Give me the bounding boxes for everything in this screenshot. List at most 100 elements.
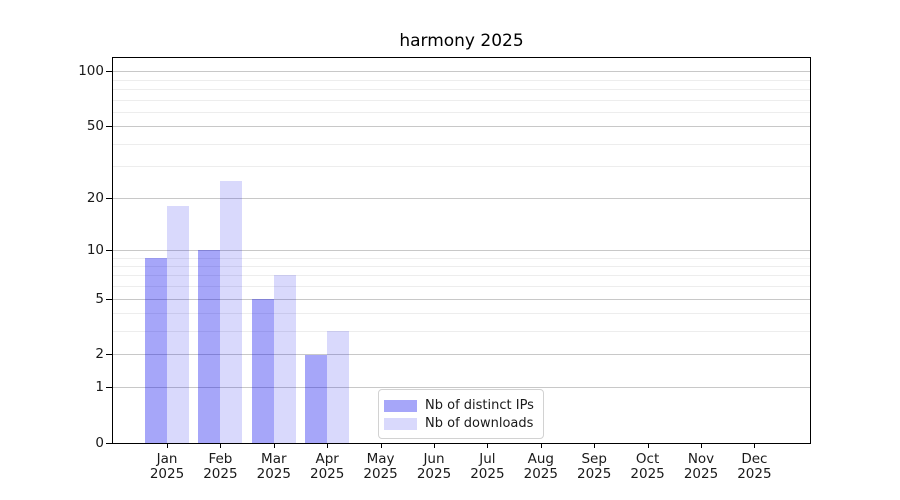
- y-tick-label: 0: [95, 435, 104, 451]
- x-tick-year: 2025: [630, 465, 665, 482]
- x-tick-month: Jan: [156, 451, 178, 467]
- y-tick-mark: [106, 354, 112, 356]
- x-tick-mark: [594, 443, 596, 448]
- x-tick-mark: [647, 443, 649, 448]
- gridlines-layer: [113, 58, 810, 443]
- x-tick-month: Apr: [315, 451, 339, 467]
- x-tick-year: 2025: [363, 465, 398, 482]
- x-tick-label: Jan 2025: [135, 452, 199, 481]
- plot-area: [112, 57, 811, 444]
- gridline-minor: [113, 257, 810, 259]
- x-tick-year: 2025: [310, 465, 345, 482]
- x-tick-label: Sep 2025: [562, 452, 626, 481]
- x-tick-mark: [434, 443, 435, 448]
- x-tick-month: Dec: [741, 451, 768, 467]
- gridline-minor: [113, 88, 810, 90]
- x-tick-year: 2025: [577, 465, 612, 482]
- x-tick-year: 2025: [149, 465, 185, 482]
- bar-distinct-ips-mar: [251, 298, 274, 443]
- x-tick-month: Nov: [687, 451, 715, 467]
- y-tick-label: 5: [95, 290, 104, 307]
- x-tick-mark: [380, 443, 382, 448]
- y-tick-label: 100: [78, 63, 104, 80]
- x-tick-label: Nov 2025: [669, 452, 733, 481]
- y-tick-label: 20: [86, 189, 104, 206]
- x-tick-month: Jul: [479, 451, 496, 467]
- y-tick-mark: [106, 126, 112, 128]
- y-tick-mark: [106, 298, 112, 300]
- bar-downloads-mar: [273, 275, 296, 443]
- legend-item-downloads: Nb of downloads: [384, 415, 535, 432]
- bar-distinct-ips-apr: [305, 354, 328, 443]
- gridline-major: [113, 126, 810, 128]
- chart-title: harmony 2025: [399, 31, 524, 51]
- gridline-minor: [113, 111, 810, 113]
- legend-item-distinct-ips: Nb of distinct IPs: [384, 397, 535, 414]
- x-tick-month: Feb: [208, 451, 233, 467]
- x-tick-year: 2025: [256, 465, 291, 482]
- x-tick-year: 2025: [203, 465, 238, 482]
- y-tick-label: 10: [86, 241, 104, 258]
- x-tick-mark: [167, 443, 168, 448]
- x-tick-label: Jun 2025: [402, 452, 466, 481]
- gridline-minor: [113, 79, 810, 81]
- bar-distinct-ips-jan: [145, 257, 167, 443]
- x-tick-month: Jun: [423, 451, 445, 467]
- legend-swatch-distinct-ips: [384, 399, 417, 412]
- legend: Nb of distinct IPs Nb of downloads: [378, 389, 544, 439]
- x-tick-label: Jul 2025: [455, 452, 519, 481]
- x-tick-month: Sep: [581, 451, 607, 467]
- gridline-minor: [113, 166, 810, 168]
- gridline-major: [113, 249, 810, 251]
- legend-label-downloads: Nb of downloads: [425, 416, 534, 431]
- gridline-major: [113, 71, 810, 73]
- bars-layer: [113, 58, 810, 443]
- x-tick-year: 2025: [737, 465, 772, 482]
- bar-distinct-ips-feb: [198, 249, 221, 443]
- x-tick-year: 2025: [416, 465, 452, 482]
- x-tick-label: Aug 2025: [509, 452, 573, 481]
- x-tick-month: Mar: [261, 451, 287, 467]
- gridline-minor: [113, 275, 810, 277]
- x-tick-mark: [220, 443, 222, 448]
- y-tick-mark: [106, 387, 112, 389]
- x-tick-label: Dec 2025: [722, 452, 786, 481]
- x-tick-month: Aug: [527, 451, 554, 467]
- x-tick-label: Apr 2025: [295, 452, 359, 481]
- x-tick-year: 2025: [683, 465, 719, 482]
- gridline-minor: [113, 99, 810, 101]
- x-tick-label: Oct 2025: [616, 452, 680, 481]
- gridline-minor: [113, 143, 810, 145]
- x-tick-mark: [487, 443, 489, 448]
- x-tick-month: Oct: [635, 451, 660, 467]
- y-tick-mark: [106, 71, 112, 73]
- gridline-minor: [113, 313, 810, 315]
- x-tick-mark: [273, 443, 275, 448]
- y-tick-mark: [106, 443, 112, 444]
- y-tick-label: 1: [95, 379, 104, 396]
- legend-swatch-downloads: [384, 417, 417, 430]
- y-tick-mark: [106, 249, 112, 251]
- x-tick-mark: [701, 443, 702, 448]
- gridline-major: [113, 354, 810, 356]
- y-tick-label: 50: [86, 118, 104, 135]
- x-tick-label: May 2025: [349, 452, 413, 481]
- x-tick-year: 2025: [470, 465, 505, 482]
- x-tick-year: 2025: [523, 465, 558, 482]
- x-tick-mark: [327, 443, 329, 448]
- gridline-minor: [113, 331, 810, 333]
- x-tick-mark: [540, 443, 542, 448]
- y-tick-label: 2: [95, 346, 104, 363]
- bar-downloads-jan: [167, 205, 189, 443]
- x-tick-label: Feb 2025: [188, 452, 252, 481]
- y-tick-mark: [106, 197, 112, 199]
- gridline-major: [113, 387, 810, 389]
- x-tick-month: May: [366, 451, 395, 467]
- bar-downloads-apr: [327, 331, 350, 443]
- x-tick-label: Mar 2025: [242, 452, 306, 481]
- bar-downloads-feb: [220, 180, 243, 443]
- legend-label-distinct-ips: Nb of distinct IPs: [425, 398, 534, 413]
- gridline-major: [113, 197, 810, 199]
- gridline-major: [113, 298, 810, 300]
